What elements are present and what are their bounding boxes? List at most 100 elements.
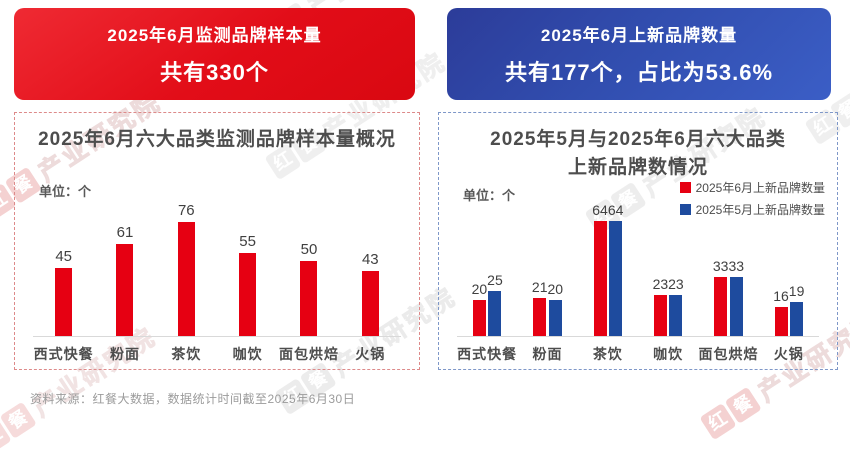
category-label: 面包烘焙 <box>698 346 759 362</box>
bar-wrap: 20 <box>471 281 488 336</box>
chart-column: 64 64 <box>578 202 638 336</box>
left-chart-panel: 2025年6月六大品类监测品牌样本量概况 单位：个 45 61 76 55 50 43 西… <box>14 112 420 370</box>
summary-card-value: 共有330个 <box>160 60 269 85</box>
chart-title-line2: 上新品牌数情况 <box>567 157 708 178</box>
legend-swatch-blue <box>679 204 691 215</box>
category-label: 西式快餐 <box>33 346 94 362</box>
chart-title: 2025年5月与2025年6月六大品类 上新品牌数情况 <box>439 113 837 182</box>
bar-wrap: 76 <box>177 202 195 336</box>
watermark-brand-box: 红 <box>699 402 737 440</box>
bars-row: 45 61 76 55 50 43 <box>33 185 401 337</box>
bar-wrap: 64 <box>592 202 608 336</box>
unit-label: 单位：个 <box>39 184 92 199</box>
bar-value-label: 45 <box>55 248 72 265</box>
bar <box>239 253 257 336</box>
legend-swatch-red <box>679 182 691 193</box>
chart-title-line1: 2025年5月与2025年6月六大品类 <box>490 129 786 150</box>
bar-wrap: 19 <box>788 283 805 336</box>
bar-wrap: 21 <box>531 279 548 336</box>
bar-value-label: 50 <box>300 241 318 258</box>
category-label: 茶饮 <box>592 346 623 362</box>
bar-group: 20 25 <box>472 272 503 336</box>
bar <box>55 268 73 336</box>
category-label: 面包烘焙 <box>278 346 339 362</box>
chart-column: 33 33 <box>698 258 758 336</box>
bar <box>548 300 562 336</box>
bar <box>790 302 804 336</box>
bar-value-label: 33 <box>712 258 729 274</box>
bar-value-label: 55 <box>239 233 256 250</box>
bar-group: 76 <box>177 202 195 336</box>
bars-row: 20 25 21 20 64 64 23 23 33 33 16 19 <box>457 185 819 337</box>
summary-card-title: 2025年6月上新品牌数量 <box>540 26 738 45</box>
category-label: 咖饮 <box>653 346 684 362</box>
bar-group: 61 <box>116 225 134 336</box>
bar-group: 50 <box>300 241 318 336</box>
bar-value-label: 21 <box>531 279 548 295</box>
bar <box>472 300 486 336</box>
bar-wrap: 50 <box>300 241 318 336</box>
bar-wrap: 23 <box>652 276 669 336</box>
bar-value-label: 64 <box>607 202 624 218</box>
bar-value-label: 23 <box>652 276 669 292</box>
plot-area: 45 61 76 55 50 43 西式快餐 粉面 茶饮 咖饮 面包烘焙 火锅 <box>33 185 401 364</box>
category-axis: 西式快餐 粉面 茶饮 咖饮 面包烘焙 火锅 <box>33 344 401 364</box>
chart-column: 16 19 <box>759 283 819 336</box>
bar-value-label: 23 <box>668 276 684 292</box>
bar-group: 64 64 <box>592 202 623 336</box>
legend-label: 2025年5月上新品牌数量 <box>695 203 825 217</box>
bar-value-label: 20 <box>471 281 488 297</box>
bar <box>609 221 623 336</box>
category-label: 火锅 <box>773 346 804 362</box>
legend-item-may: 2025年5月上新品牌数量 <box>679 201 825 218</box>
bar-wrap: 16 <box>773 288 789 336</box>
category-label: 茶饮 <box>171 346 202 362</box>
chart-column: 21 20 <box>517 279 577 336</box>
bar-value-label: 33 <box>728 258 745 274</box>
summary-card-title: 2025年6月监测品牌样本量 <box>107 26 322 45</box>
summary-card-value: 共有177个，占比为53.6% <box>504 60 774 85</box>
bar <box>774 307 788 336</box>
bar <box>653 295 667 336</box>
category-label: 粉面 <box>109 346 140 362</box>
bar-group: 33 33 <box>713 258 744 336</box>
category-axis: 西式快餐 粉面 茶饮 咖饮 面包烘焙 火锅 <box>457 344 819 364</box>
bar-value-label: 43 <box>361 251 379 268</box>
bar-wrap: 61 <box>116 225 134 336</box>
bar-wrap: 20 <box>547 281 563 336</box>
bar <box>714 277 728 336</box>
bar-wrap: 45 <box>55 248 73 336</box>
unit-label: 单位：个 <box>463 188 516 203</box>
category-label: 火锅 <box>355 346 386 362</box>
bar-value-label: 25 <box>487 272 503 288</box>
chart-title: 2025年6月六大品类监测品牌样本量概况 <box>38 129 396 150</box>
bar <box>361 271 379 336</box>
chart-column: 20 25 <box>457 272 517 336</box>
chart-column: 23 23 <box>638 276 698 336</box>
bar <box>116 244 134 336</box>
source-note: 资料来源：红餐大数据，数据统计时间截至2025年6月30日 <box>30 392 356 406</box>
bar-group: 55 <box>239 233 257 336</box>
chart-column: 55 <box>217 234 278 336</box>
bar-value-label: 64 <box>592 202 608 218</box>
bar <box>593 221 607 336</box>
bar-wrap: 25 <box>487 272 503 336</box>
bar-value-label: 76 <box>177 202 195 219</box>
chart-column: 45 <box>33 249 94 336</box>
bar-wrap: 33 <box>712 258 729 336</box>
bar-group: 21 20 <box>532 279 563 336</box>
bar-group: 16 19 <box>773 283 804 336</box>
legend-label: 2025年6月上新品牌数量 <box>695 181 825 195</box>
bar-value-label: 19 <box>788 283 805 299</box>
category-label: 西式快餐 <box>457 346 518 362</box>
summary-card-new-brands: 2025年6月上新品牌数量 共有177个，占比为53.6% <box>447 8 831 100</box>
legend-item-june: 2025年6月上新品牌数量 <box>679 179 825 196</box>
category-label: 咖饮 <box>232 346 263 362</box>
bar-group: 23 23 <box>653 276 684 336</box>
bar <box>488 291 502 336</box>
bar <box>729 277 743 336</box>
bar <box>669 295 683 336</box>
bar <box>533 298 547 336</box>
legend: 2025年6月上新品牌数量 2025年5月上新品牌数量 <box>679 179 825 218</box>
